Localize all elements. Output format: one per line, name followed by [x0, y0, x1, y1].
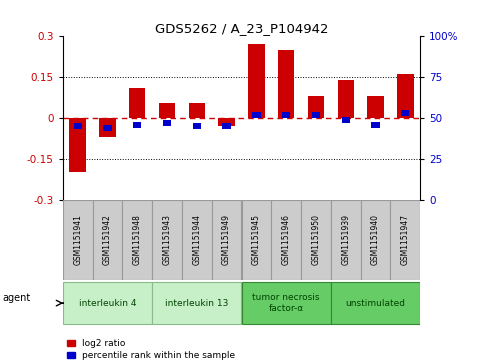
Bar — [271, 200, 301, 280]
Bar — [331, 200, 361, 280]
Text: GSM1151941: GSM1151941 — [73, 214, 82, 265]
Text: GSM1151939: GSM1151939 — [341, 214, 350, 265]
Bar — [248, 45, 265, 118]
Bar — [193, 123, 201, 129]
Bar — [361, 200, 390, 280]
Title: GDS5262 / A_23_P104942: GDS5262 / A_23_P104942 — [155, 22, 328, 35]
Text: interleukin 13: interleukin 13 — [165, 299, 228, 307]
Text: GSM1151948: GSM1151948 — [133, 214, 142, 265]
Text: GSM1151947: GSM1151947 — [401, 214, 410, 265]
Bar — [312, 112, 320, 118]
Bar — [331, 282, 420, 325]
Bar — [218, 118, 235, 126]
Text: GSM1151940: GSM1151940 — [371, 214, 380, 265]
Bar — [159, 103, 175, 118]
Bar — [223, 123, 231, 129]
Text: agent: agent — [2, 293, 30, 303]
Text: unstimulated: unstimulated — [345, 299, 406, 307]
Bar — [278, 50, 294, 118]
Bar — [338, 80, 354, 118]
Bar — [242, 282, 331, 325]
Text: GSM1151949: GSM1151949 — [222, 214, 231, 265]
Text: GSM1151950: GSM1151950 — [312, 214, 320, 265]
Bar — [308, 96, 324, 118]
Bar — [390, 200, 420, 280]
Bar — [63, 200, 93, 280]
Bar — [122, 200, 152, 280]
Bar — [212, 200, 242, 280]
Bar — [103, 125, 112, 131]
Bar — [242, 200, 271, 280]
Bar — [152, 200, 182, 280]
Bar — [73, 123, 82, 129]
Bar — [99, 118, 115, 137]
Bar — [252, 112, 260, 118]
Bar — [70, 118, 86, 172]
Bar — [401, 110, 410, 116]
Bar — [152, 282, 242, 325]
Bar — [301, 200, 331, 280]
Bar — [371, 122, 380, 127]
Bar — [129, 88, 145, 118]
Text: GSM1151944: GSM1151944 — [192, 214, 201, 265]
Bar — [93, 200, 122, 280]
Bar — [189, 103, 205, 118]
Text: GSM1151945: GSM1151945 — [252, 214, 261, 265]
Bar — [397, 74, 413, 118]
Text: GSM1151942: GSM1151942 — [103, 214, 112, 265]
Legend: log2 ratio, percentile rank within the sample: log2 ratio, percentile rank within the s… — [67, 339, 235, 360]
Text: tumor necrosis
factor-α: tumor necrosis factor-α — [253, 293, 320, 313]
Text: GSM1151943: GSM1151943 — [163, 214, 171, 265]
Bar — [368, 96, 384, 118]
Text: GSM1151946: GSM1151946 — [282, 214, 291, 265]
Bar — [282, 112, 290, 118]
Bar — [63, 282, 152, 325]
Bar — [341, 117, 350, 123]
Bar — [133, 122, 142, 127]
Bar — [182, 200, 212, 280]
Bar — [163, 120, 171, 126]
Text: interleukin 4: interleukin 4 — [79, 299, 136, 307]
